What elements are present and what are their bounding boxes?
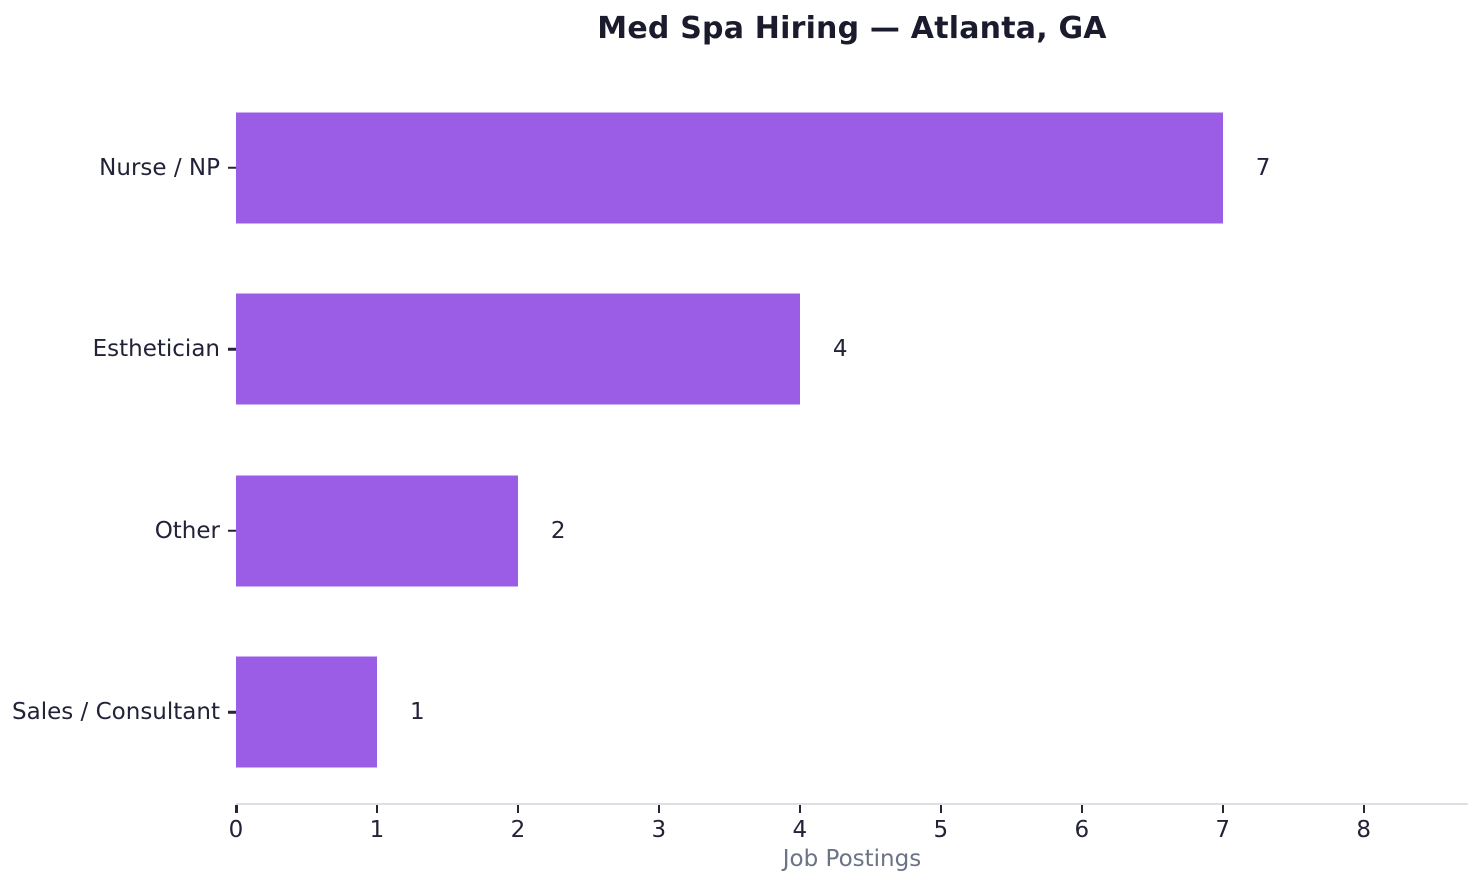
y-tick-label: Sales / Consultant bbox=[12, 699, 220, 726]
x-tick-label: 3 bbox=[651, 817, 667, 843]
y-tick-mark bbox=[228, 529, 236, 532]
bar-value-label: 7 bbox=[1255, 154, 1271, 181]
x-tick-label: 5 bbox=[933, 817, 949, 843]
bar-value-label: 2 bbox=[550, 517, 566, 544]
x-tick-mark bbox=[1080, 805, 1084, 813]
x-tick-label: 4 bbox=[792, 817, 808, 843]
bar-row: Other 2 bbox=[155, 440, 1468, 622]
y-tick-label: Other bbox=[154, 517, 220, 544]
y-tick-mark bbox=[228, 166, 236, 169]
y-tick-label: Nurse / NP bbox=[99, 154, 220, 181]
bar-row: Esthetician 4 bbox=[93, 259, 1468, 441]
x-tick-mark bbox=[1221, 805, 1225, 813]
plot-area: Nurse / NP 7 Esthetician 4 Other 2 Sales / Con… bbox=[12, 77, 1468, 804]
x-axis-label: Job Postings bbox=[782, 846, 922, 872]
x-tick-mark bbox=[657, 805, 661, 813]
bar-row: Nurse / NP 7 bbox=[99, 77, 1468, 259]
x-tick-label: 0 bbox=[228, 817, 244, 843]
x-tick-mark bbox=[375, 805, 379, 813]
x-tick-mark bbox=[798, 805, 802, 813]
bar bbox=[236, 656, 377, 768]
y-tick-mark bbox=[228, 348, 236, 351]
x-axis-spine bbox=[236, 803, 1468, 805]
bar-value-label: 4 bbox=[832, 336, 848, 363]
bar-value-label: 1 bbox=[409, 699, 425, 726]
x-tick-mark bbox=[939, 805, 943, 813]
x-tick-label: 8 bbox=[1356, 817, 1372, 843]
x-tick-label: 1 bbox=[369, 817, 385, 843]
chart-title: Med Spa Hiring — Atlanta, GA bbox=[597, 11, 1107, 46]
x-tick-label: 7 bbox=[1215, 817, 1231, 843]
y-tick-mark bbox=[228, 711, 236, 714]
bar bbox=[236, 475, 518, 587]
x-tick-mark bbox=[516, 805, 520, 813]
x-tick-mark bbox=[1362, 805, 1366, 813]
bar bbox=[236, 112, 1223, 224]
bar bbox=[236, 293, 800, 405]
x-tick-label: 6 bbox=[1074, 817, 1090, 843]
x-tick-label: 2 bbox=[510, 817, 526, 843]
bar-row: Sales / Consultant 1 bbox=[12, 622, 1468, 804]
y-tick-label: Esthetician bbox=[92, 336, 220, 363]
x-tick-mark bbox=[235, 805, 238, 813]
